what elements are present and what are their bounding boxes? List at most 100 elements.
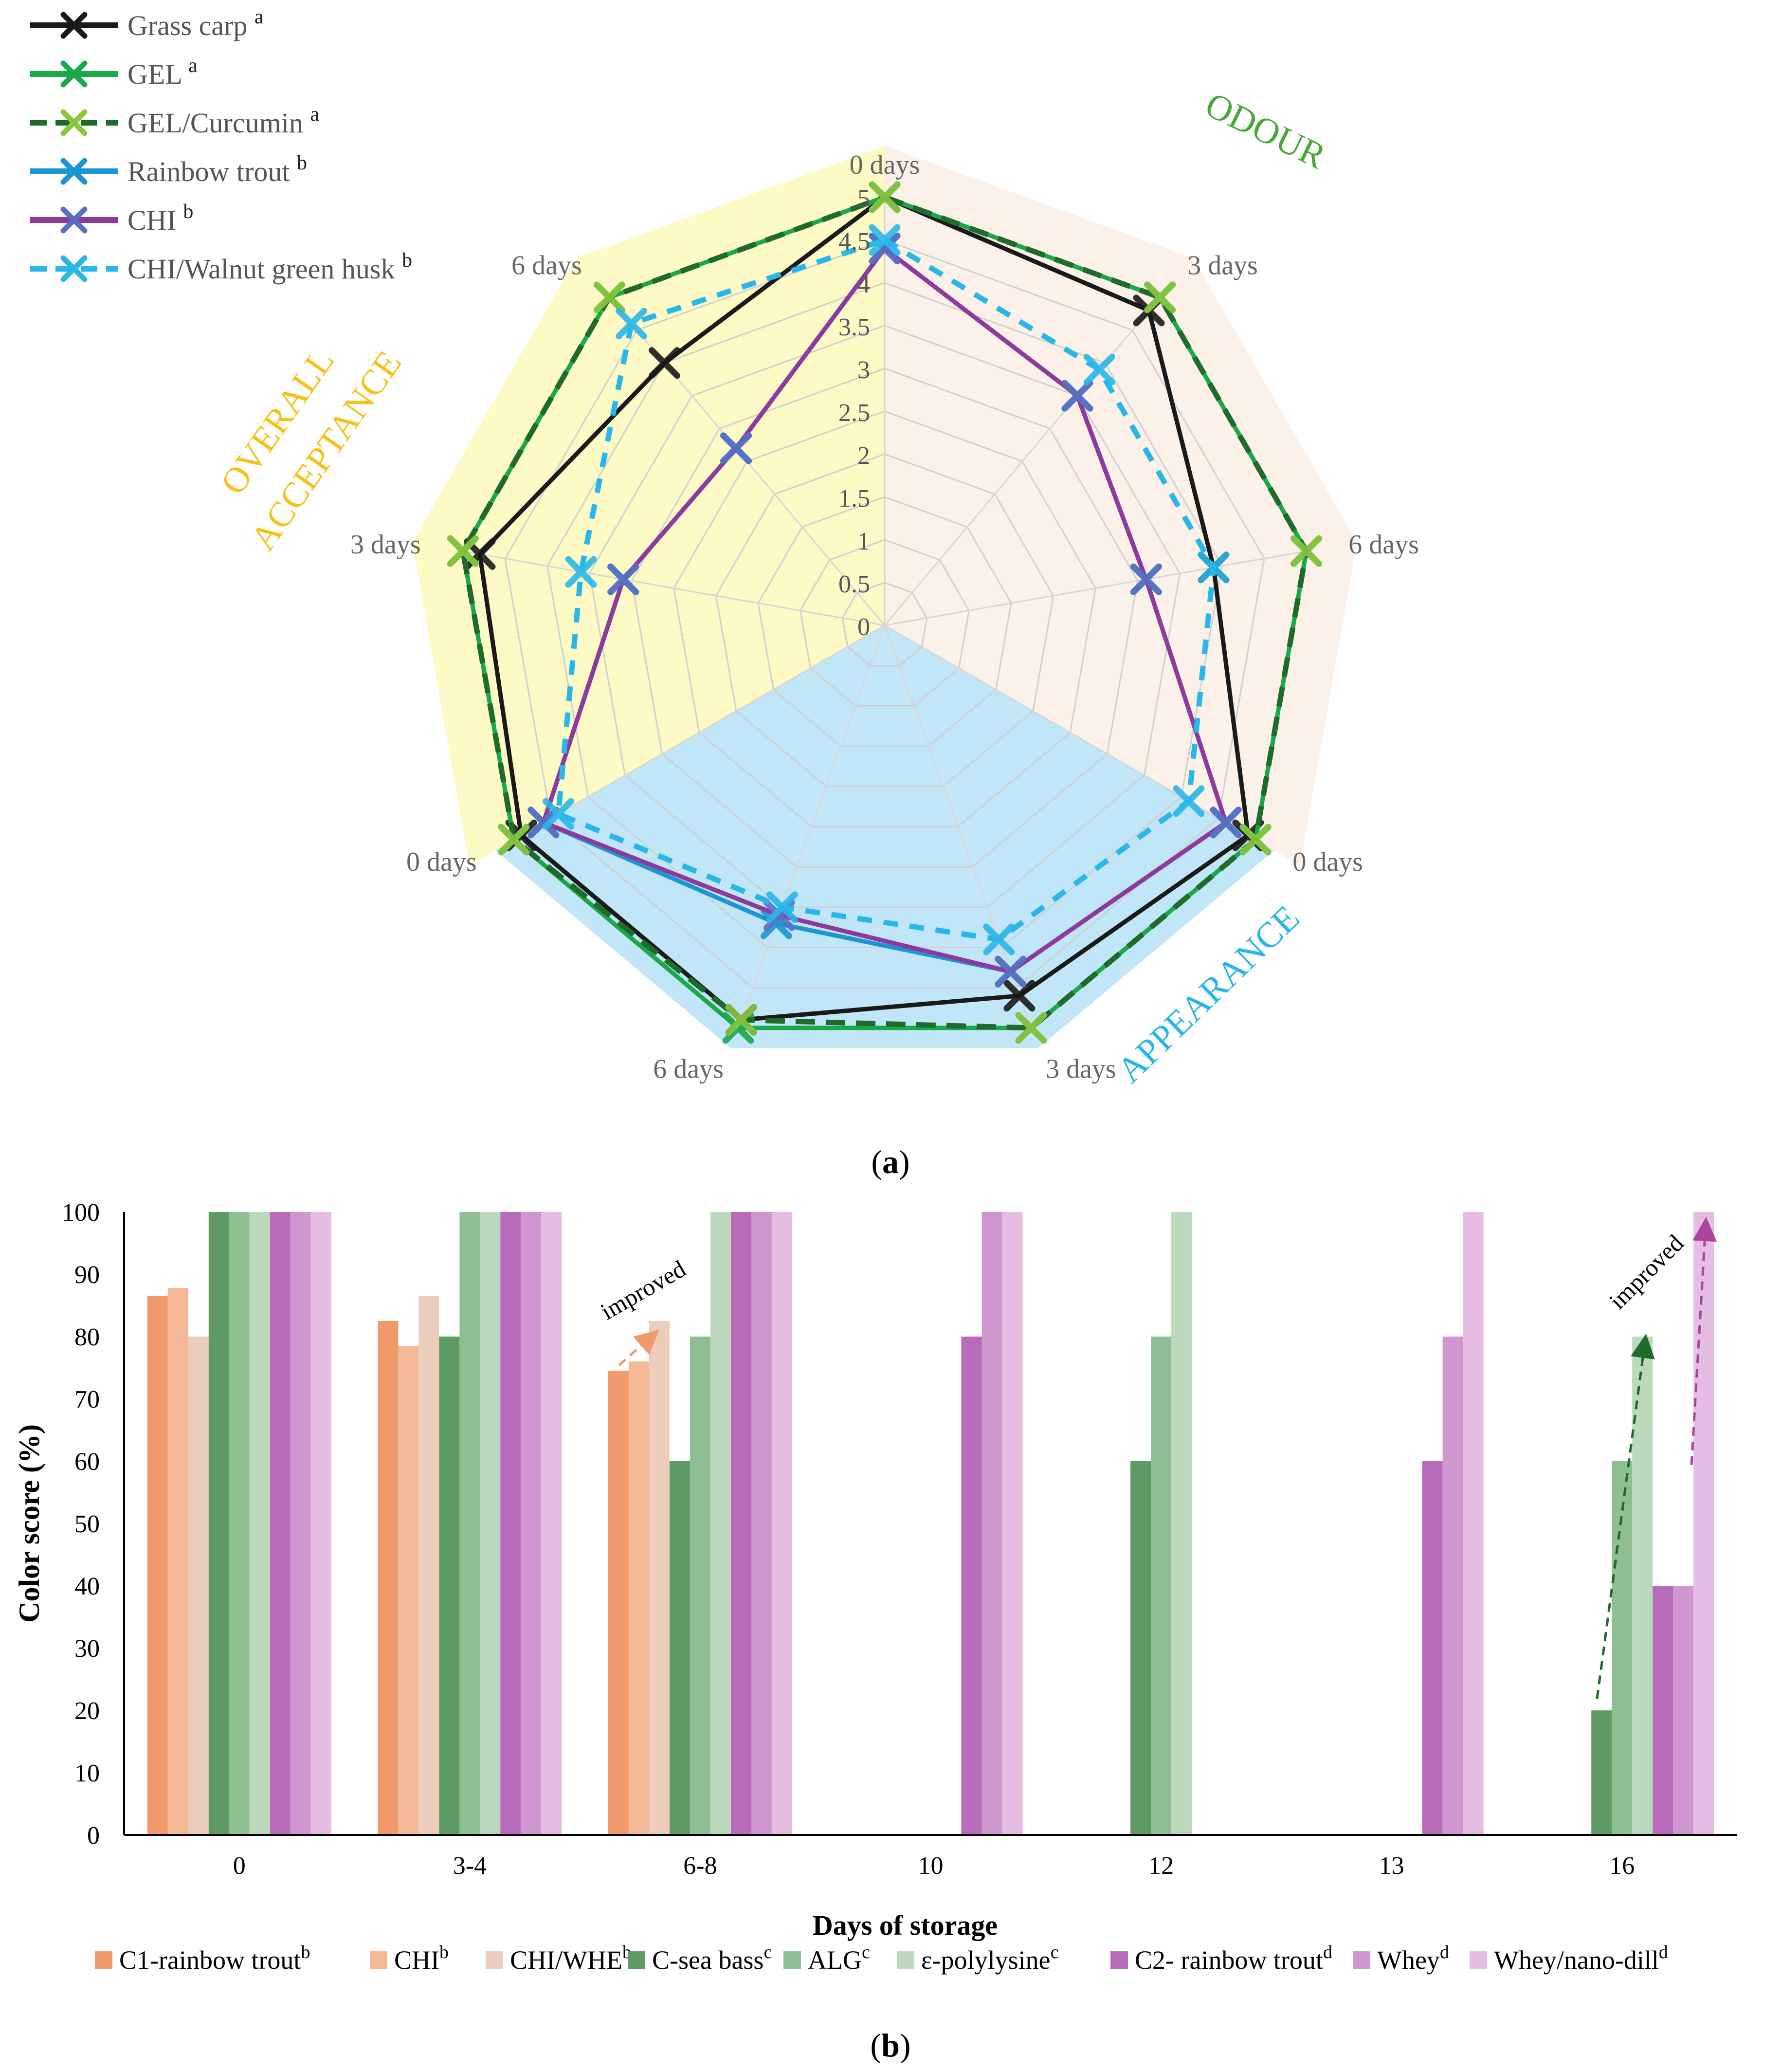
bar-legend-item-c1-rainbow-trout: C1-rainbow troutb bbox=[95, 1942, 310, 1975]
bar-alg bbox=[229, 1212, 250, 1835]
bar-group-10 bbox=[961, 1212, 1023, 1835]
legend-swatch bbox=[1110, 1951, 1128, 1969]
bar-y-tick-label: 70 bbox=[74, 1386, 100, 1413]
radar-axis-label: 3 days bbox=[1046, 1054, 1116, 1084]
radar-point bbox=[1144, 281, 1176, 313]
legend-superscript: d bbox=[1440, 1942, 1449, 1962]
legend-superscript: b bbox=[439, 1942, 449, 1962]
radar-axis-label: 6 days bbox=[1348, 530, 1419, 560]
bar-c1-rainbow-trout bbox=[608, 1371, 629, 1835]
bar-chart: 0 10 20 30 40 50 60 70 80 90 100 0 3-4 6-8 10 12 13 16 Co… bbox=[13, 1199, 1737, 2064]
bar-c2-rainbow-trout bbox=[730, 1212, 751, 1835]
bar-chi-whe bbox=[649, 1321, 670, 1835]
radar-tick-label: 2 bbox=[857, 442, 870, 470]
bar-legend-item-whey-nano-dill: Whey/nano-dilld bbox=[1470, 1942, 1668, 1975]
legend-label: Grass carp a bbox=[127, 6, 264, 41]
bar-y-tick-label: 80 bbox=[74, 1323, 100, 1351]
bar-legend: C1-rainbow troutb CHIb CHI/WHEb C-sea bassc… bbox=[95, 1942, 1668, 1975]
legend-marker bbox=[60, 12, 88, 39]
bar-polylysine bbox=[1171, 1212, 1192, 1835]
bar-x-tick-label: 12 bbox=[1148, 1852, 1174, 1880]
radar-point bbox=[1003, 980, 1036, 1012]
bar-group-16 bbox=[1591, 1212, 1714, 1835]
radar-point bbox=[498, 824, 530, 856]
radar-series-gel-curcumin bbox=[447, 181, 1323, 1044]
legend-label: CHI b bbox=[127, 201, 193, 236]
legend-marker bbox=[60, 109, 88, 136]
radar-tick-label: 4.5 bbox=[838, 228, 870, 256]
legend-swatch bbox=[897, 1951, 914, 1969]
legend-superscript: b bbox=[183, 201, 193, 223]
radar-axis-label: 0 days bbox=[406, 847, 477, 877]
radar-line bbox=[477, 195, 1251, 1022]
bar-whey-nano-dill bbox=[310, 1212, 331, 1835]
legend-label: C2- rainbow troutd bbox=[1135, 1942, 1332, 1975]
radar-legend-item-chi: CHI b bbox=[30, 201, 193, 236]
legend-label: Wheyd bbox=[1377, 1942, 1449, 1975]
bar-legend-item-chi-whe: CHI/WHEb bbox=[486, 1942, 632, 1975]
radar-tick-label: 3 bbox=[857, 356, 870, 384]
radar-series-chi bbox=[527, 233, 1242, 988]
radar-point bbox=[542, 798, 574, 830]
bar-whey bbox=[521, 1212, 542, 1835]
bar-whey-nano-dill bbox=[1693, 1212, 1714, 1835]
bar-group-6-8 bbox=[608, 1212, 792, 1835]
radar-axis-label: 3 days bbox=[1187, 250, 1258, 280]
radar-point bbox=[616, 308, 648, 340]
legend-marker bbox=[60, 206, 88, 234]
radar-spoke bbox=[884, 296, 1161, 626]
radar-grid-ring bbox=[504, 239, 1265, 989]
legend-swatch bbox=[95, 1951, 112, 1969]
legend-label: GEL/Curcumin a bbox=[127, 103, 319, 139]
radar-legend-item-gel-curcumin: GEL/Curcumin a bbox=[30, 103, 319, 139]
radar-legend-item-gel: GEL a bbox=[30, 55, 198, 90]
radar-legend: Grass carp a GEL a GEL/Curcumin a Rainbow t… bbox=[30, 6, 412, 285]
radar-point bbox=[1239, 824, 1272, 856]
bar-y-tick-label: 60 bbox=[74, 1448, 100, 1476]
bar-group-12 bbox=[1130, 1212, 1192, 1835]
bar-y-tick-label: 10 bbox=[74, 1760, 100, 1787]
legend-superscript: c bbox=[763, 1942, 772, 1962]
radar-legend-item-chi-walnut-green-husk: CHI/Walnut green husk b bbox=[30, 249, 412, 285]
radar-tick-label: 1.5 bbox=[838, 485, 870, 513]
radar-axis-label: 3 days bbox=[350, 530, 421, 560]
radar-tick-label: 0.5 bbox=[838, 570, 870, 598]
radar-point bbox=[527, 807, 560, 839]
bar-c2-rainbow-trout bbox=[500, 1212, 521, 1835]
bar-whey bbox=[290, 1212, 311, 1835]
bar-alg bbox=[459, 1212, 480, 1835]
bar-polylysine bbox=[480, 1212, 501, 1835]
radar-spoke bbox=[884, 550, 1307, 626]
bar-y-tick-label: 90 bbox=[74, 1261, 100, 1289]
bar-axes: 0 10 20 30 40 50 60 70 80 90 100 0 3-4 6-8 10 12 13 16 bbox=[62, 1199, 1737, 1880]
radar-legend-item-rainbow-trout: Rainbow trout b bbox=[30, 152, 307, 187]
legend-superscript: a bbox=[188, 55, 198, 77]
bar-c2-rainbow-trout bbox=[1653, 1586, 1673, 1835]
legend-label: CHI/WHEb bbox=[510, 1942, 632, 1975]
bar-group-0 bbox=[147, 1212, 331, 1835]
radar-grid-ring bbox=[631, 367, 1139, 868]
radar-line bbox=[541, 246, 1228, 974]
bar-x-tick-label: 0 bbox=[233, 1852, 246, 1880]
bar-group-3-4 bbox=[378, 1212, 562, 1835]
legend-superscript: b bbox=[402, 249, 412, 272]
bar-chi-whe bbox=[188, 1337, 209, 1835]
bar-legend-item-chi: CHIb bbox=[370, 1942, 449, 1975]
radar-point bbox=[565, 556, 597, 588]
legend-label: CHIb bbox=[394, 1942, 449, 1975]
radar-series-group bbox=[447, 181, 1323, 1044]
bar-y-tick-label: 50 bbox=[74, 1510, 100, 1538]
radar-point bbox=[447, 535, 479, 567]
radar-spoke bbox=[513, 624, 885, 841]
bar-alg bbox=[1612, 1461, 1633, 1835]
legend-label: C-sea bassc bbox=[652, 1942, 772, 1975]
bar-c-sea-bass bbox=[1591, 1710, 1612, 1835]
radar-point bbox=[983, 923, 1015, 955]
legend-swatch bbox=[628, 1951, 645, 1969]
bar-x-axis-title: Days of storage bbox=[813, 1909, 998, 1941]
bar-y-tick-label: 20 bbox=[74, 1697, 100, 1725]
bar-legend-item-c2-rainbow-trout: C2- rainbow troutd bbox=[1110, 1942, 1332, 1975]
bar-y-tick-label: 100 bbox=[62, 1199, 100, 1227]
legend-label: C1-rainbow troutb bbox=[119, 1942, 310, 1975]
improved-label-16: improved bbox=[1603, 1229, 1689, 1314]
